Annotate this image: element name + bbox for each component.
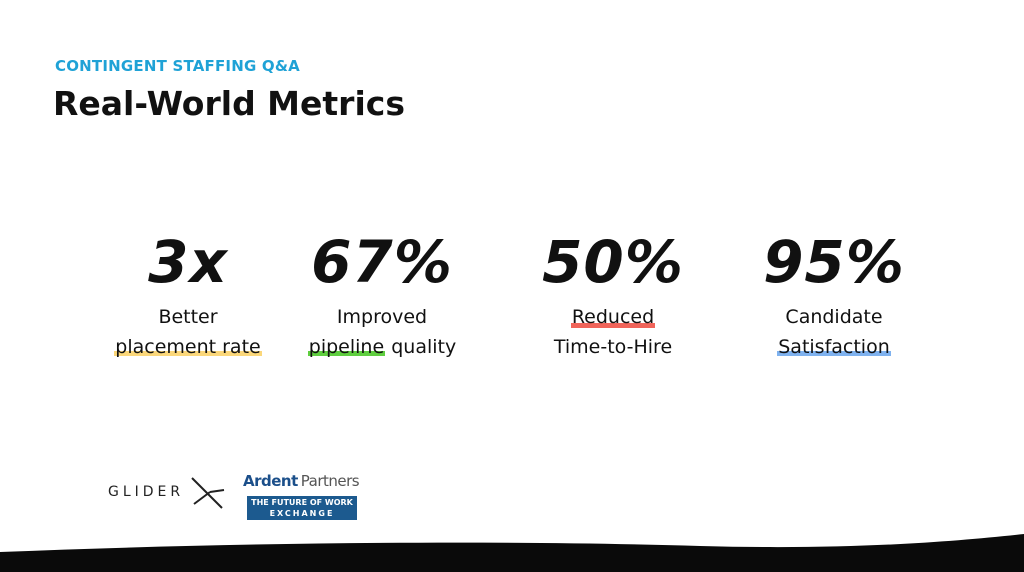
metric-value: 95% [763,228,905,296]
metric-label: Better [158,306,218,328]
partners-text: Partners [300,472,360,490]
metric-label: Reduced [570,306,656,328]
exchange-top: THE FUTURE OF WORK [251,498,353,507]
metric-label: Satisfaction [777,336,891,358]
metric-label: quality [391,336,457,358]
metric: 95% Candidate Satisfaction [724,222,944,362]
kicker: CONTINGENT STAFFING Q&A [55,57,300,75]
metric-value: 67% [311,228,453,296]
glider-logo: GLIDER [108,484,185,500]
metric: 67% Improved pipeline quality [272,222,492,362]
metric-value: 3x [148,228,228,296]
exchange-bottom: EXCHANGE [269,509,335,518]
ardent-logo: Ardent Partners [243,472,360,490]
ardent-text: Ardent [243,472,298,490]
metric-label: placement rate [114,336,262,358]
exchange-logo: THE FUTURE OF WORK EXCHANGE [247,496,357,520]
glider-icon [191,477,225,509]
footer-wave [0,534,1024,572]
metric-label: Candidate [785,306,883,328]
metric-label: Improved [336,306,428,328]
title: Real-World Metrics [53,84,405,123]
metric-value: 50% [542,228,684,296]
metric: 3x Better placement rate [78,222,298,362]
metric-label: Time-to-Hire [553,336,673,358]
metric-label: pipeline [307,336,386,358]
metric: 50% Reduced Time-to-Hire [503,222,723,362]
